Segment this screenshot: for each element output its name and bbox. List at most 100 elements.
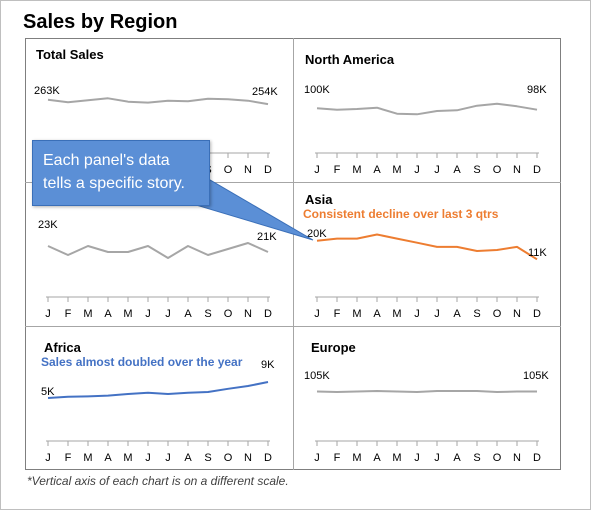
tick-label: F: [65, 452, 72, 464]
tick-label: A: [184, 452, 192, 464]
panel-subtitle-africa: Sales almost doubled over the year: [41, 355, 243, 369]
panel-subtitle-asia: Consistent decline over last 3 qtrs: [303, 207, 499, 221]
grid-horizontal-divider-1: [25, 182, 561, 183]
tick-label: O: [493, 164, 502, 176]
tick-label: J: [414, 308, 420, 320]
series-line-total-sales: [47, 97, 269, 106]
tick-label: M: [352, 164, 361, 176]
tick-label: A: [373, 308, 381, 320]
tick-label: M: [392, 308, 401, 320]
tick-label: M: [352, 452, 361, 464]
tick-label: M: [83, 308, 92, 320]
tick-label: F: [334, 164, 341, 176]
tick-label: O: [493, 452, 502, 464]
tick-label: N: [244, 308, 252, 320]
tick-label: F: [334, 308, 341, 320]
label-end-europe: 105K: [523, 370, 549, 382]
tick-label: M: [392, 164, 401, 176]
label-end-panel-3: 21K: [257, 231, 277, 243]
tick-label: S: [473, 452, 480, 464]
tick-label: J: [314, 164, 320, 176]
tick-label: F: [334, 452, 341, 464]
tick-label: J: [314, 308, 320, 320]
tick-label: A: [373, 164, 381, 176]
panel-title-north-america: North America: [305, 52, 395, 67]
tick-label: A: [453, 452, 461, 464]
tick-label: J: [434, 308, 440, 320]
tick-label: J: [314, 452, 320, 464]
tick-label: N: [513, 164, 521, 176]
tick-label: M: [123, 452, 132, 464]
tick-label: A: [104, 452, 112, 464]
tick-label: A: [453, 164, 461, 176]
callout-line-1: Each panel's data: [43, 152, 170, 169]
label-end-asia: 11K: [528, 247, 547, 259]
tick-label: A: [104, 308, 112, 320]
callout-box: Each panel's data tells a specific story…: [32, 140, 210, 206]
tick-label: A: [184, 308, 192, 320]
label-end-north-america: 98K: [527, 84, 547, 96]
tick-label: J: [434, 164, 440, 176]
label-end-total-sales: 254K: [252, 86, 278, 98]
tick-label: J: [45, 308, 51, 320]
tick-label: J: [145, 308, 151, 320]
series-line-asia: [316, 233, 538, 261]
tick-label: M: [392, 452, 401, 464]
series-line-panel-3: [47, 242, 269, 259]
tick-label: D: [264, 452, 272, 464]
tick-label: J: [165, 452, 171, 464]
tick-label: J: [165, 308, 171, 320]
panel-title-total-sales: Total Sales: [36, 47, 104, 62]
tick-label: J: [145, 452, 151, 464]
callout-line-2: tells a specific story.: [43, 175, 185, 192]
tick-label: D: [533, 308, 541, 320]
tick-label: D: [264, 308, 272, 320]
panel-title-africa: Africa: [44, 340, 81, 355]
label-start-europe: 105K: [304, 370, 330, 382]
tick-label: M: [123, 308, 132, 320]
series-line-north-america: [316, 102, 538, 116]
label-start-panel-3: 23K: [38, 219, 58, 231]
tick-label: O: [493, 308, 502, 320]
footnote: *Vertical axis of each chart is on a dif…: [27, 474, 289, 488]
panel-title-europe: Europe: [311, 340, 356, 355]
grid-vertical-divider: [293, 38, 294, 470]
tick-label: A: [453, 308, 461, 320]
label-start-north-america: 100K: [304, 84, 330, 96]
tick-label: A: [373, 452, 381, 464]
tick-label: S: [473, 308, 480, 320]
tick-label: M: [352, 308, 361, 320]
tick-label: S: [204, 308, 211, 320]
tick-label: J: [45, 452, 51, 464]
tick-label: D: [533, 452, 541, 464]
tick-label: O: [224, 308, 233, 320]
tick-label: F: [65, 308, 72, 320]
label-end-africa: 9K: [261, 359, 275, 371]
series-line-europe: [316, 390, 537, 393]
tick-label: N: [513, 452, 521, 464]
label-start-africa: 5K: [41, 386, 55, 398]
tick-label: D: [264, 164, 272, 176]
tick-label: N: [513, 308, 521, 320]
main-title: Sales by Region: [23, 11, 178, 33]
label-start-total-sales: 263K: [34, 85, 60, 97]
tick-label: M: [83, 452, 92, 464]
series-line-africa: [47, 381, 269, 399]
tick-label: J: [414, 164, 420, 176]
tick-label: S: [473, 164, 480, 176]
label-start-asia: 20K: [307, 228, 327, 240]
tick-label: J: [434, 452, 440, 464]
tick-label: O: [224, 452, 233, 464]
panel-title-asia: Asia: [305, 192, 333, 207]
tick-label: S: [204, 452, 211, 464]
grid-horizontal-divider-2: [25, 326, 561, 327]
tick-label: N: [244, 164, 252, 176]
tick-label: N: [244, 452, 252, 464]
tick-label: O: [224, 164, 233, 176]
